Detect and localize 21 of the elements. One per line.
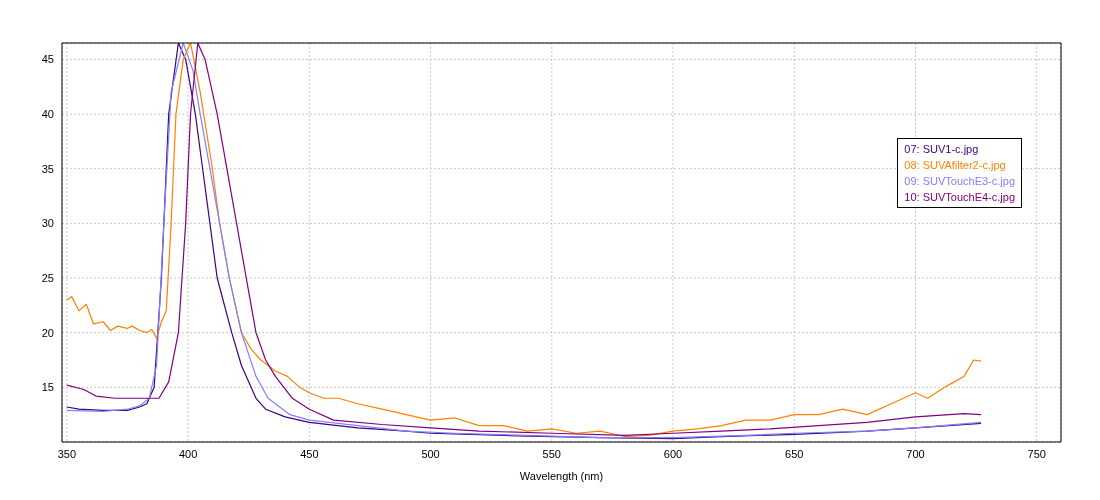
x-tick-label: 350 xyxy=(57,447,77,460)
text: 09: SUVTouchE3-c.jpg xyxy=(904,174,1015,189)
x-tick-label: 600 xyxy=(663,447,683,460)
y-tick-label: 40 xyxy=(41,107,54,120)
x-tick-label: 650 xyxy=(785,447,804,460)
y-tick-label: 35 xyxy=(41,162,54,175)
x-axis-title: Wavelength (nm) xyxy=(519,470,604,482)
x-tick-label: 500 xyxy=(421,447,440,460)
text: 08: SUVAfilter2-c.jpg xyxy=(904,158,1007,173)
text: 10: SUVTouchE4-c.jpg xyxy=(904,190,1015,205)
x-tick-label: 700 xyxy=(906,447,925,460)
x-tick-label: 450 xyxy=(300,447,319,460)
y-tick-label: 30 xyxy=(41,217,54,230)
x-tick-label: 750 xyxy=(1027,447,1046,460)
text: 07: SUV1-c.jpg xyxy=(904,142,980,157)
x-tick-label: 550 xyxy=(542,447,561,460)
y-tick-label: 15 xyxy=(41,381,54,394)
y-tick-label: 25 xyxy=(41,271,54,284)
x-tick-label: 400 xyxy=(178,447,198,460)
y-tick-label: 45 xyxy=(41,53,54,66)
y-tick-label: 20 xyxy=(41,326,54,339)
